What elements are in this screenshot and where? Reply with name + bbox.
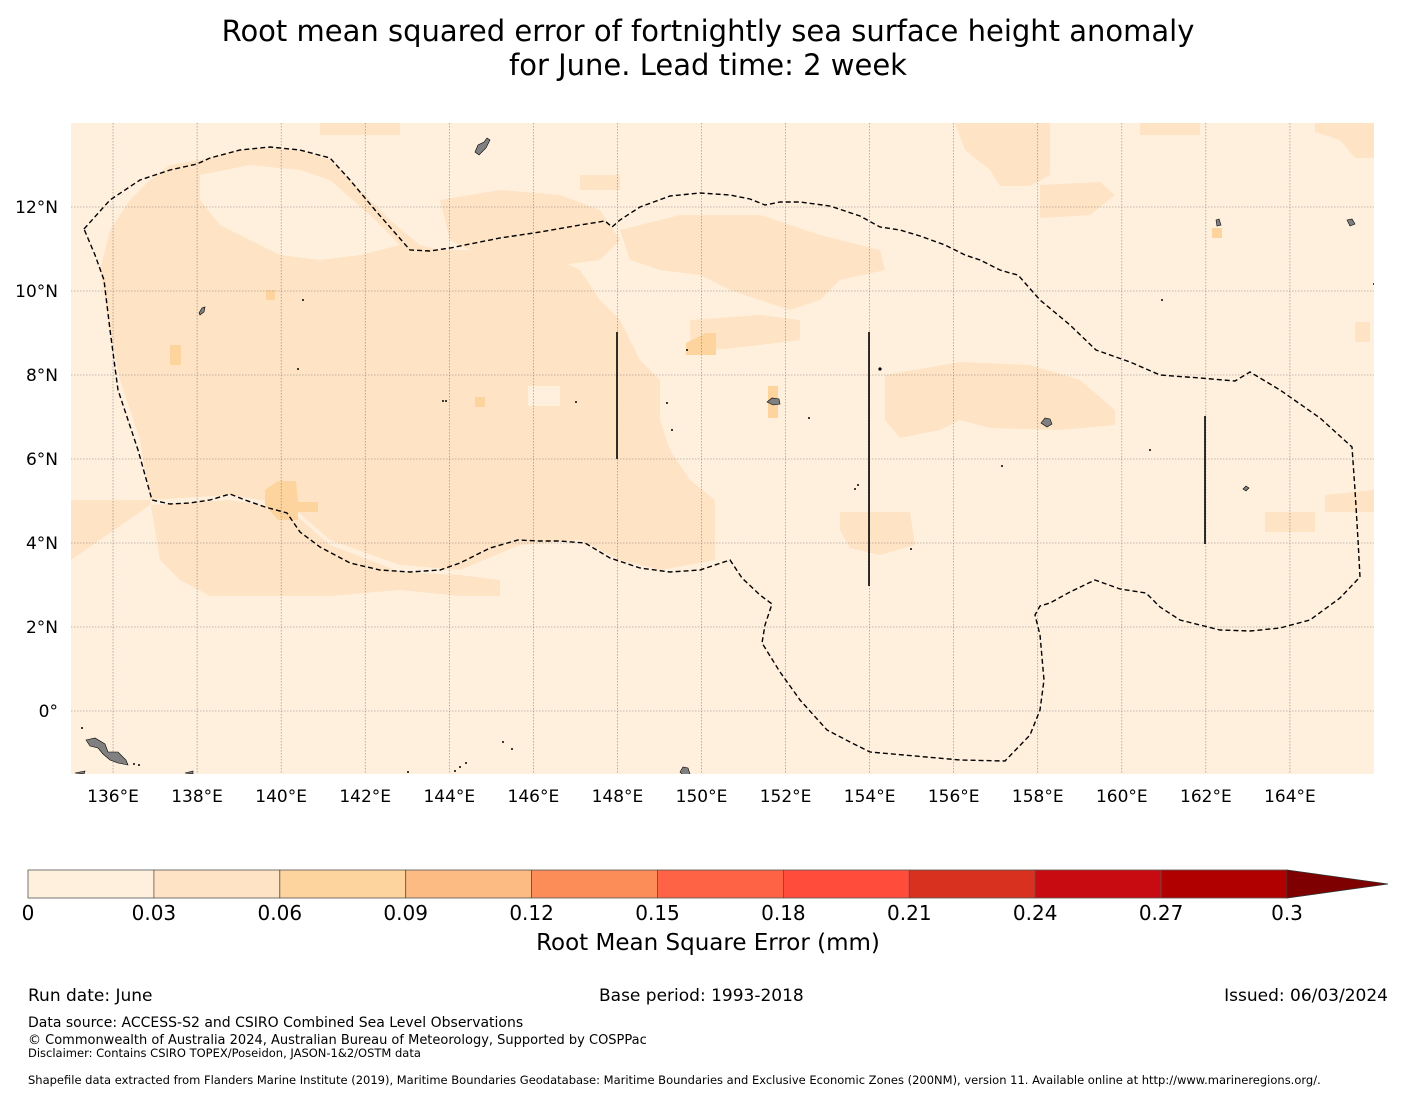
colorbar-swatch — [1160, 869, 1288, 899]
lon-tick-label: 142°E — [339, 787, 391, 807]
colorbar-tick-label: 0.03 — [131, 901, 177, 925]
island-new-guinea-north — [85, 737, 129, 766]
issued-date: Issued: 06/03/2024 — [1224, 986, 1388, 1006]
copyright: © Commonwealth of Australia 2024, Austra… — [28, 1033, 647, 1048]
colorbar-swatch — [153, 869, 281, 899]
shapefile-credit: Shapefile data extracted from Flanders M… — [28, 1073, 1321, 1087]
lon-tick-label: 146°E — [508, 787, 560, 807]
lon-tick-label: 164°E — [1264, 787, 1316, 807]
run-date: Run date: June — [28, 986, 153, 1006]
atoll-dots — [81, 283, 1374, 773]
colorbar-extend-arrow — [1286, 869, 1389, 899]
colorbar-swatch — [27, 869, 155, 899]
data-source: Data source: ACCESS-S2 and CSIRO Combine… — [28, 1015, 524, 1031]
island-bismarck — [679, 766, 691, 774]
island-small-1 — [1346, 218, 1356, 227]
colorbar-tick-label: 0.06 — [257, 901, 303, 925]
colorbar-swatch — [531, 869, 658, 899]
colorbar-tick-label: 0.21 — [887, 901, 932, 925]
island-palau — [198, 306, 206, 316]
graticule — [71, 123, 1374, 774]
island-kosrae — [1242, 485, 1250, 492]
colorbar-swatch — [405, 869, 533, 899]
title-line-1: Root mean squared error of fortnightly s… — [221, 14, 1195, 48]
lat-tick-label: 4°N — [26, 534, 58, 554]
lat-tick-label: 6°N — [26, 450, 58, 470]
lat-tick-label: 8°N — [26, 366, 58, 386]
base-period: Base period: 1993-2018 — [599, 986, 804, 1006]
lon-tick-label: 156°E — [928, 787, 980, 807]
island-pohnpei — [1040, 417, 1053, 428]
lat-tick-label: 0° — [39, 702, 58, 722]
island-guam-area — [474, 137, 491, 156]
eez-boundary — [83, 146, 1361, 762]
colorbar-tick-label: 0.24 — [1012, 901, 1058, 925]
title-line-2: for June. Lead time: 2 week — [509, 48, 907, 82]
colorbar-swatch — [279, 869, 407, 899]
colorbar-tick-label: 0.27 — [1138, 901, 1184, 925]
lon-tick-label: 140°E — [255, 787, 307, 807]
rmse-field-000-030-patches — [100, 150, 560, 406]
latitude-tick-labels: 12°N 10°N 8°N 6°N 4°N 2°N 0° — [15, 198, 58, 722]
colorbar-tick-label: 0.18 — [761, 901, 806, 925]
lon-tick-label: 158°E — [1012, 787, 1064, 807]
colorbar-tick-label: 0.12 — [509, 901, 554, 925]
colorbar-swatch — [657, 869, 784, 899]
colorbar-tick-label: 0.09 — [383, 901, 428, 925]
lon-tick-label: 150°E — [676, 787, 728, 807]
lon-tick-label: 144°E — [423, 787, 475, 807]
colorbar — [27, 869, 1389, 899]
section-lines — [616, 332, 1206, 586]
lat-tick-label: 12°N — [15, 198, 58, 218]
longitude-tick-labels: 136°E 138°E 140°E 142°E 144°E 146°E 148°E 150°E… — [87, 787, 1316, 807]
lat-tick-label: 10°N — [15, 282, 58, 302]
colorbar-tick-label: 0.15 — [635, 901, 680, 925]
island-chuuk — [766, 397, 781, 406]
colorbar-tick-label: 0.3 — [1271, 901, 1303, 925]
lon-tick-label: 160°E — [1096, 787, 1148, 807]
lon-tick-label: 154°E — [844, 787, 896, 807]
island-small-2 — [1215, 218, 1222, 227]
lon-tick-label: 148°E — [592, 787, 644, 807]
colorbar-swatch — [1034, 869, 1162, 899]
colorbar-tick-label: 0 — [21, 901, 35, 925]
island-small-3 — [184, 770, 194, 774]
island-new-guinea-sw — [74, 770, 86, 774]
colorbar-label: Root Mean Square Error (mm) — [536, 930, 880, 956]
land-islands — [74, 137, 1356, 774]
lon-tick-label: 138°E — [171, 787, 223, 807]
lon-tick-label: 136°E — [87, 787, 139, 807]
colorbar-swatch — [783, 869, 910, 899]
colorbar-swatch — [908, 869, 1036, 899]
disclaimer: Disclaimer: Contains CSIRO TOPEX/Poseido… — [28, 1046, 421, 1060]
lon-tick-label: 152°E — [760, 787, 812, 807]
lon-tick-label: 162°E — [1180, 787, 1232, 807]
chart-title: Root mean squared error of fortnightly s… — [0, 14, 1416, 82]
lat-tick-label: 2°N — [26, 618, 58, 638]
map-panel — [71, 123, 1374, 774]
